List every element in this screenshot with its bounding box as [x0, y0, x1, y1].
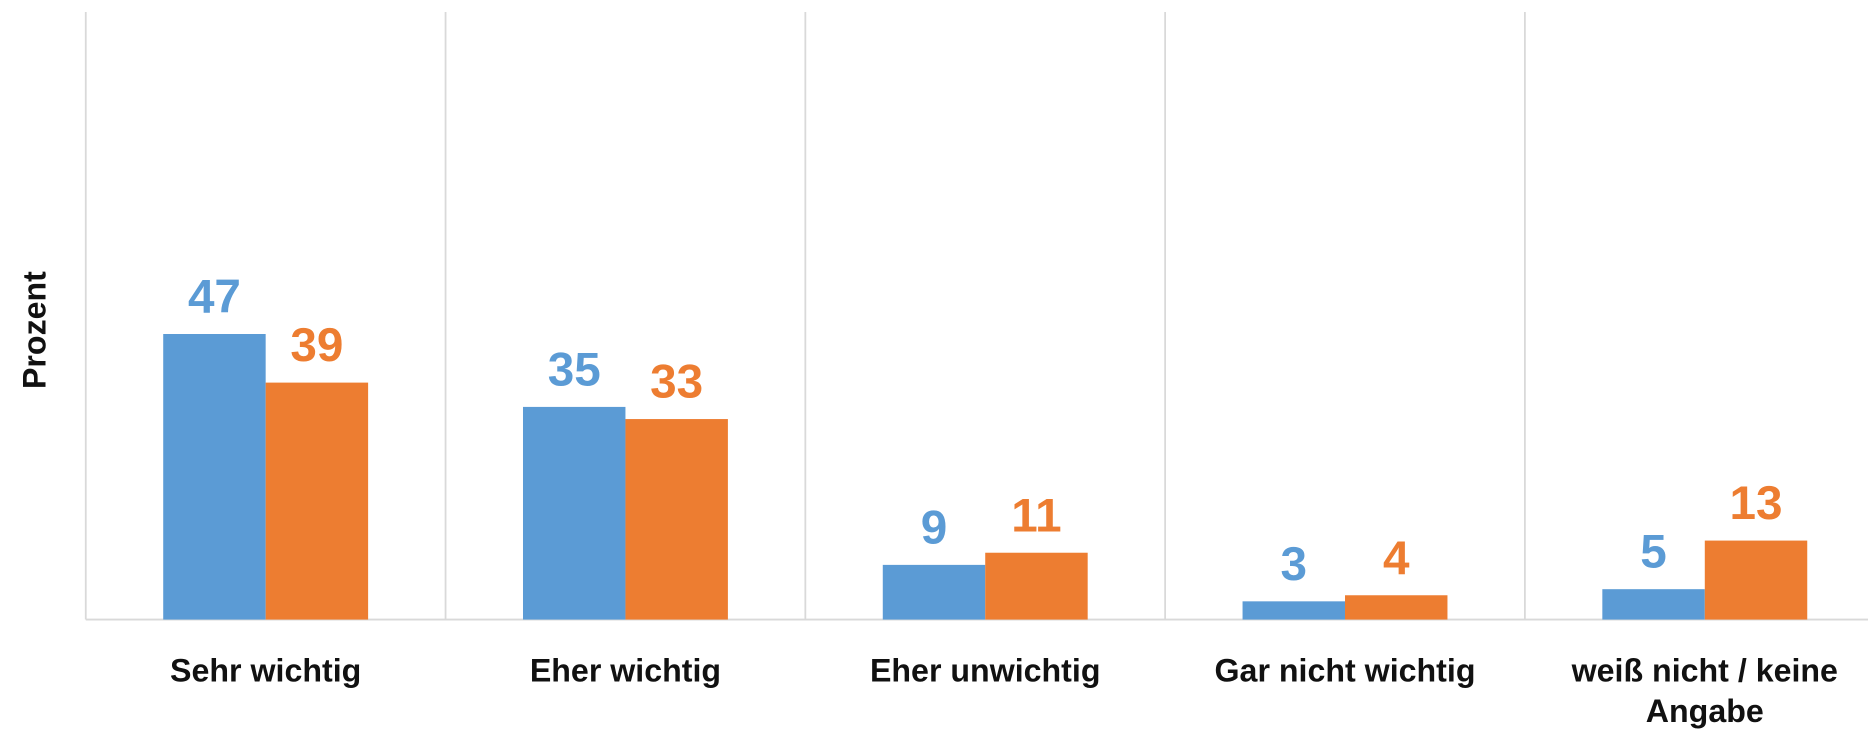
x-tick-label: weiß nicht / keine Angabe — [1571, 652, 1838, 730]
bar — [1602, 589, 1705, 620]
data-label: 13 — [1730, 477, 1783, 530]
data-label: 3 — [1281, 538, 1308, 591]
data-label: 39 — [290, 319, 343, 372]
x-tick-label: Sehr wichtig — [170, 652, 362, 689]
x-tick-label-box: Sehr wichtig — [170, 652, 362, 689]
x-tick-label-box: weiß nicht / keine Angabe — [1571, 652, 1838, 730]
bar — [1242, 601, 1346, 620]
data-label: 9 — [921, 501, 948, 554]
x-tick-label: Gar nicht wichtig — [1214, 652, 1476, 689]
data-label: 35 — [548, 343, 601, 396]
y-axis-label: Prozent — [16, 271, 52, 389]
bar — [625, 419, 728, 620]
x-tick-label-box: Gar nicht wichtig — [1214, 652, 1476, 689]
data-label: 47 — [188, 271, 241, 324]
data-label: 5 — [1640, 526, 1667, 579]
bar — [985, 552, 1088, 620]
x-tick-label: Eher unwichtig — [869, 652, 1101, 689]
x-tick-label: Eher wichtig — [529, 652, 722, 689]
x-tick-label-box: Eher wichtig — [529, 652, 722, 689]
bar — [1345, 595, 1448, 620]
bar — [522, 406, 626, 620]
bar — [265, 382, 369, 620]
bar — [882, 564, 986, 620]
bar — [1704, 540, 1808, 620]
data-label: 4 — [1383, 532, 1410, 585]
bar — [163, 334, 266, 620]
x-tick-label-box: Eher unwichtig — [869, 652, 1101, 689]
data-label: 11 — [1011, 489, 1061, 542]
data-label: 33 — [650, 356, 703, 409]
